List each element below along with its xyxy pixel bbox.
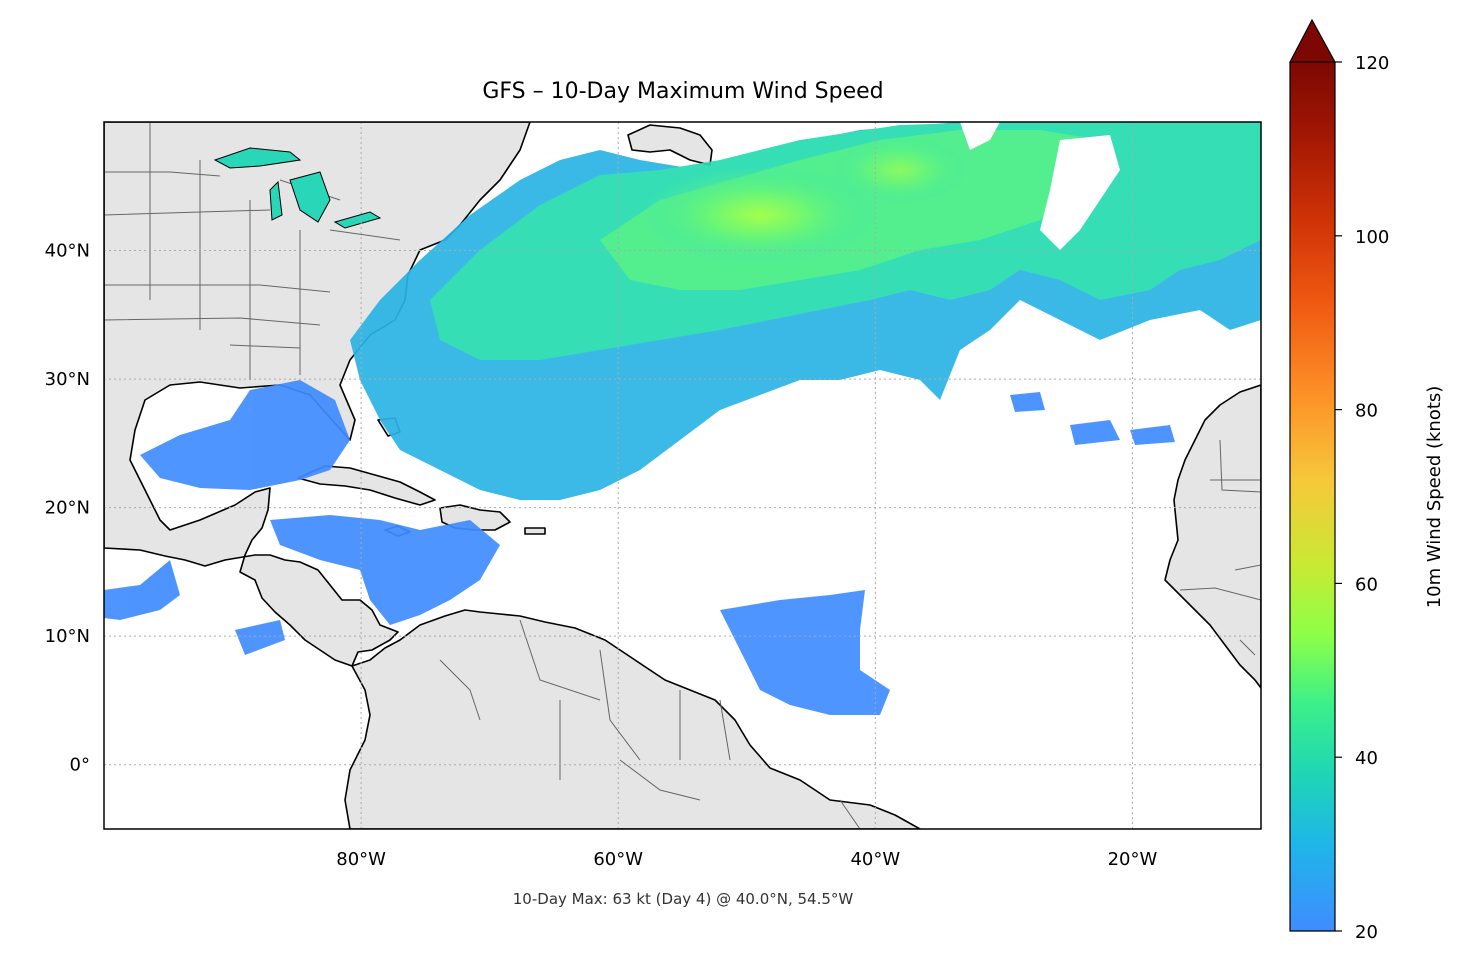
lon-tick-label: 20°W	[1108, 849, 1158, 870]
wind-field-low-west-africa	[1010, 392, 1175, 445]
colorbar-ticks: 20 40 60 80 100 120	[1335, 53, 1389, 943]
lat-tick-label: 30°N	[45, 369, 90, 390]
colorbar-tick-label: 100	[1355, 227, 1389, 248]
longitude-axis: 80°W 60°W 40°W 20°W	[336, 849, 1157, 870]
colorbar-label: 10m Wind Speed (knots)	[1424, 386, 1445, 609]
map-panel	[103, 121, 1262, 830]
colorbar: 20 40 60 80 100 120 10m Wind Speed (knots)	[1289, 18, 1445, 943]
colorbar-tick-label: 80	[1355, 401, 1378, 422]
lat-tick-label: 10°N	[45, 626, 90, 647]
colorbar-frame	[1289, 62, 1336, 932]
wind-field-low-caribbean	[270, 515, 500, 625]
colorbar-tick-label: 120	[1355, 53, 1389, 74]
south-america-landmass	[344, 609, 921, 829]
lon-tick-label: 80°W	[336, 849, 386, 870]
calm-pocket-northwest	[960, 122, 1000, 150]
colorbar-gradient	[1290, 62, 1335, 931]
lat-tick-label: 0°	[70, 755, 90, 776]
calm-pocket-northeast	[1040, 135, 1120, 250]
wind-maximum-core	[640, 165, 880, 265]
wind-field-low-gulf	[140, 380, 350, 490]
max-wind-footnote: 10-Day Max: 63 kt (Day 4) @ 40.0°N, 54.5…	[513, 890, 854, 908]
colorbar-tick-label: 20	[1355, 922, 1378, 943]
map-title: GFS – 10-Day Maximum Wind Speed	[482, 79, 883, 104]
lat-tick-label: 20°N	[45, 498, 90, 519]
wind-field-low-tropical-atlantic	[720, 590, 890, 715]
lon-tick-label: 60°W	[593, 849, 643, 870]
cuba-island	[297, 465, 436, 506]
colorbar-tick-label: 40	[1355, 748, 1378, 769]
colorbar-tick-label: 60	[1355, 574, 1378, 595]
map-frame	[103, 121, 1262, 830]
puerto-rico-island	[524, 527, 546, 535]
lat-tick-label: 40°N	[45, 241, 90, 262]
wind-field-low-east-pacific	[104, 560, 180, 620]
political-boundaries	[104, 122, 1261, 829]
wind-secondary-core	[830, 135, 970, 205]
latitude-axis: 40°N 30°N 20°N 10°N 0°	[45, 241, 90, 776]
colorbar-extend-arrow	[1289, 18, 1337, 63]
wind-field-low-pacific-patch	[235, 620, 285, 655]
great-lakes	[213, 147, 382, 229]
wind-speed-field	[104, 122, 1261, 715]
lon-tick-label: 40°W	[850, 849, 900, 870]
africa-landmass	[1164, 384, 1261, 689]
